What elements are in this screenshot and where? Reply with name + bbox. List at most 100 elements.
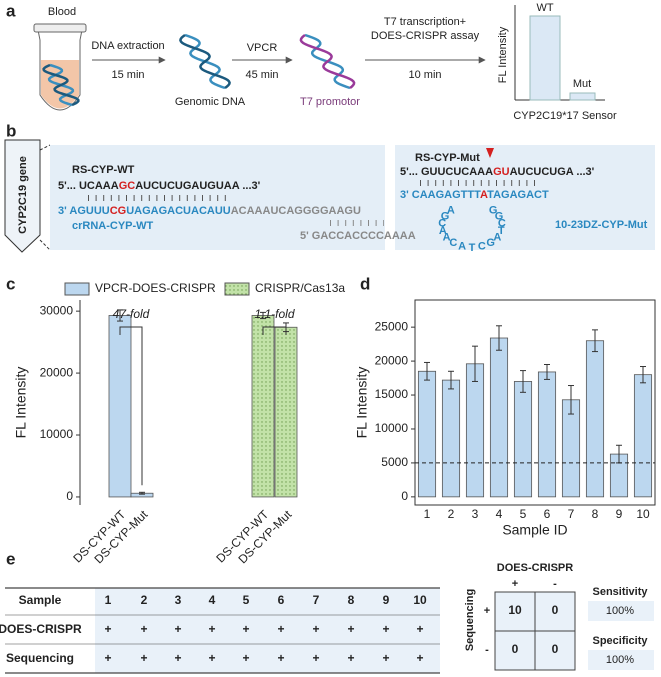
label: Blood — [48, 6, 76, 18]
table-header: 7 — [313, 593, 320, 607]
x-tick-label: 9 — [616, 507, 623, 521]
legend-swatch — [224, 282, 250, 296]
y-tick-label: 20000 — [40, 365, 74, 379]
sensor-bar — [529, 15, 561, 101]
matrix-cell: 0 — [552, 603, 559, 617]
legend-label: CRISPR/Cas13a — [255, 281, 345, 295]
bar — [465, 363, 485, 498]
table-cell: + — [416, 651, 423, 665]
loop-base: C — [438, 217, 446, 229]
table-header: 2 — [141, 593, 148, 607]
table-cell: DOES-CRISPR — [0, 622, 82, 636]
matrix-row-label: - — [485, 644, 489, 656]
y-tick-label: 0 — [401, 489, 408, 503]
metric-value: 100% — [606, 654, 634, 666]
table-cell: + — [140, 622, 147, 636]
loop-base: C — [498, 217, 506, 229]
x-tick-label: 10 — [636, 507, 650, 521]
y-tick-label: 15000 — [375, 387, 409, 401]
table-header: 6 — [278, 593, 285, 607]
label: 10 min — [408, 69, 441, 81]
label: WT — [536, 2, 553, 14]
metric-value: 100% — [606, 605, 634, 617]
loop-base: G — [489, 204, 498, 216]
table: Sample 1 2 3 4 5 6 7 8 9 10 DOES-CRISPR + + + + + + + + + + Se… — [0, 587, 440, 674]
bar — [441, 379, 461, 498]
loop-base: C — [478, 241, 486, 253]
x-tick-label: 7 — [568, 507, 575, 521]
bar — [513, 381, 533, 498]
bar — [585, 340, 605, 498]
gene-label: CYP2C19 gene — [17, 156, 29, 234]
plot-frame — [414, 299, 656, 506]
x-tick-label: 1 — [424, 507, 431, 521]
gene-panel: CYP2C19 gene RS-CYP-WT 5'... UCAAAGCAUCU… — [4, 139, 655, 254]
table-header: Sample — [19, 593, 62, 607]
x-tick-label: 2 — [448, 507, 455, 521]
connector — [39, 239, 51, 251]
sequence: 3' AGUUUCGUAGAGACUACAUUACAAAUCAGGGGAAGU — [58, 205, 361, 217]
table-cell: + — [347, 651, 354, 665]
helix — [179, 33, 231, 90]
table-header: 1 — [105, 593, 112, 607]
label: 15 min — [111, 69, 144, 81]
y-tick-label: 5000 — [381, 455, 408, 469]
bar — [108, 315, 132, 498]
metric-name: Sensitivity — [592, 586, 648, 598]
annotation: 47-fold — [113, 307, 150, 321]
workflow: Blood DNA extraction 15 min Genomic DNA … — [33, 2, 617, 122]
table-cell: + — [277, 651, 284, 665]
loop-base: A — [458, 241, 466, 253]
sequence: 3' CAAGAGTTTATAGAGACT — [400, 189, 549, 201]
metric-box — [588, 601, 654, 621]
panel-label: c — [6, 274, 15, 293]
chart-d: 0 5000 10000 15000 20000 25000 FL Intensity Sam… — [354, 299, 656, 538]
loop-base: C — [449, 237, 457, 249]
table-cell: + — [104, 651, 111, 665]
label: 45 min — [245, 69, 278, 81]
loop-base: A — [447, 204, 455, 216]
sensor-bar — [569, 92, 596, 101]
table-cell: + — [382, 651, 389, 665]
label: DNA extraction — [91, 40, 164, 52]
table-header: 5 — [243, 593, 250, 607]
y-tick-label: 0 — [66, 489, 73, 503]
connector — [39, 144, 51, 151]
sequence: 5'... GUUCUCAAAGUAUCUCUGA ...3' — [400, 166, 595, 178]
annotation: 1.1-fold — [254, 307, 294, 321]
table-cell: + — [104, 622, 111, 636]
matrix-row-label: + — [484, 605, 490, 617]
y-tick-label: 30000 — [40, 303, 74, 317]
metric-box — [588, 650, 654, 670]
mut-box — [395, 145, 655, 250]
legend-swatch — [64, 282, 90, 296]
matrix-row-title: Sequencing — [464, 589, 476, 651]
panel-label: b — [6, 121, 16, 140]
sequence: 5'... UCAAAGCAUCUCUGAUGUAA ...3' — [58, 180, 261, 192]
legend-label: VPCR-DOES-CRISPR — [95, 281, 216, 295]
table-cell: + — [208, 622, 215, 636]
sequence: 5' GACCACCCCAAAA — [300, 230, 416, 242]
loop-base: A — [439, 225, 447, 237]
label: Genomic DNA — [175, 96, 246, 108]
label: DOES-CRISPR assay — [371, 30, 480, 42]
matrix-col-label: - — [553, 578, 557, 590]
matrix-cell: 10 — [508, 603, 522, 617]
seq-name: RS-CYP-Mut — [415, 152, 480, 164]
bar — [633, 374, 653, 498]
table-cell: + — [312, 622, 319, 636]
loop-base: A — [443, 232, 451, 244]
x-tick-label: 6 — [544, 507, 551, 521]
matrix-cell: 0 — [552, 642, 559, 656]
bar — [274, 326, 298, 498]
label: FL Intensity — [497, 26, 509, 83]
table-cell: + — [208, 651, 215, 665]
label: CYP2C19*17 Sensor — [513, 110, 617, 122]
matrix-col-title: DOES-CRISPR — [497, 562, 573, 574]
table-cell: + — [174, 651, 181, 665]
x-axis-label: Sample ID — [502, 522, 567, 538]
cap — [33, 23, 87, 33]
y-axis-label: FL Intensity — [354, 367, 370, 439]
